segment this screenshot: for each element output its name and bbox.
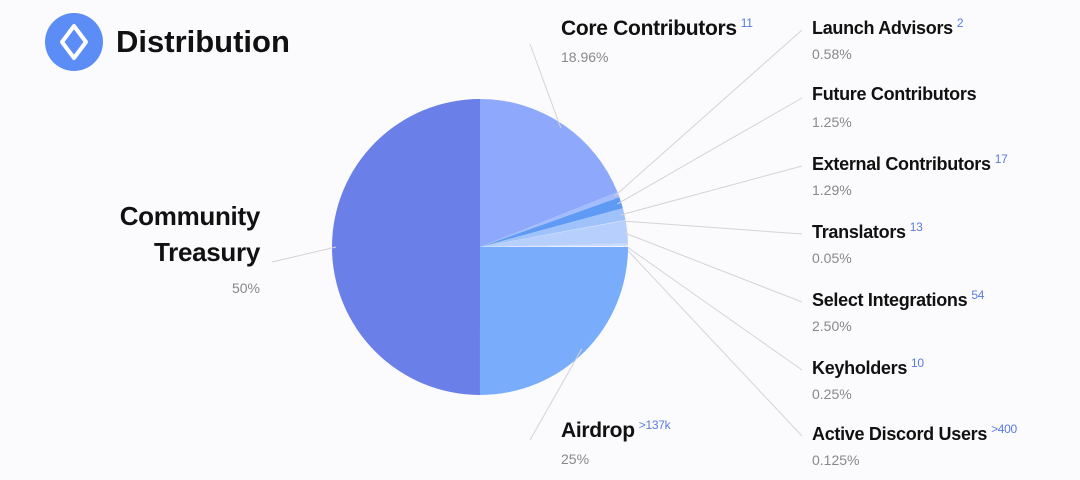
pie-slice — [480, 192, 620, 247]
category-label: Core Contributors 11 — [561, 16, 753, 41]
category-name: Airdrop — [561, 419, 635, 442]
count: 10 — [911, 356, 924, 370]
leader-line — [271, 246, 337, 263]
value-label: 18.96% — [561, 49, 609, 65]
category-label: Select Integrations 54 — [812, 288, 984, 311]
leader-line — [614, 29, 803, 197]
value-label: 1.25% — [812, 114, 852, 130]
count: 17 — [994, 152, 1008, 166]
count: 11 — [740, 16, 753, 30]
leader-line — [620, 165, 803, 216]
count: 54 — [971, 288, 985, 302]
value-label: 0.58% — [812, 46, 852, 62]
category-name: Core Contributors — [561, 17, 737, 40]
value-label: 25% — [561, 451, 590, 467]
category-label: Translators 13 — [812, 220, 923, 243]
pie-slice — [480, 99, 618, 247]
value-label: 1.29% — [812, 182, 852, 198]
category-name: Select Integrations — [812, 290, 968, 310]
category-name: Future Contributors — [812, 84, 977, 104]
logo-mark — [60, 24, 88, 60]
category-label: Airdrop >137k — [561, 418, 671, 443]
pie-slice — [479, 247, 628, 396]
category-label: Keyholders 10 — [812, 356, 924, 379]
pie-slice — [480, 243, 628, 247]
category-name: Launch Advisors — [812, 18, 953, 38]
category-label: External Contributors 17 — [812, 152, 1008, 175]
category-name: Translators — [812, 222, 906, 242]
category-name: Active Discord Users — [812, 424, 988, 444]
pie-slice — [480, 208, 626, 247]
logo — [45, 13, 103, 71]
leader-line — [623, 244, 803, 371]
count: >400 — [991, 422, 1017, 436]
category-label: Community Treasury — [90, 198, 261, 270]
value-label: 50% — [231, 280, 260, 296]
leader-line — [623, 246, 803, 437]
leader-line — [623, 231, 803, 303]
value-label: 0.25% — [812, 386, 852, 402]
category-label: Future Contributors — [812, 84, 977, 105]
leader-line — [617, 97, 803, 205]
value-label: 0.05% — [812, 250, 852, 266]
leader-line — [621, 220, 803, 235]
category-name: External Contributors — [812, 154, 991, 174]
value-label: 2.50% — [812, 318, 852, 334]
pie-slice — [332, 99, 480, 395]
pie-slice — [480, 219, 626, 247]
count: 13 — [909, 220, 923, 234]
category-label: Active Discord Users >400 — [812, 422, 1017, 445]
pie-slice — [480, 197, 623, 247]
category-name: Keyholders — [812, 358, 908, 378]
pie-slice — [480, 220, 628, 247]
leader-line — [529, 348, 583, 441]
count: 2 — [956, 16, 964, 30]
count: >137k — [638, 418, 671, 432]
category-label: Launch Advisors 2 — [812, 16, 964, 39]
pie-slice — [480, 245, 628, 248]
category-name: Community Treasury — [119, 201, 261, 267]
title: Distribution — [116, 24, 290, 59]
leader-line — [529, 43, 562, 128]
value-label: 0.125% — [812, 452, 860, 468]
